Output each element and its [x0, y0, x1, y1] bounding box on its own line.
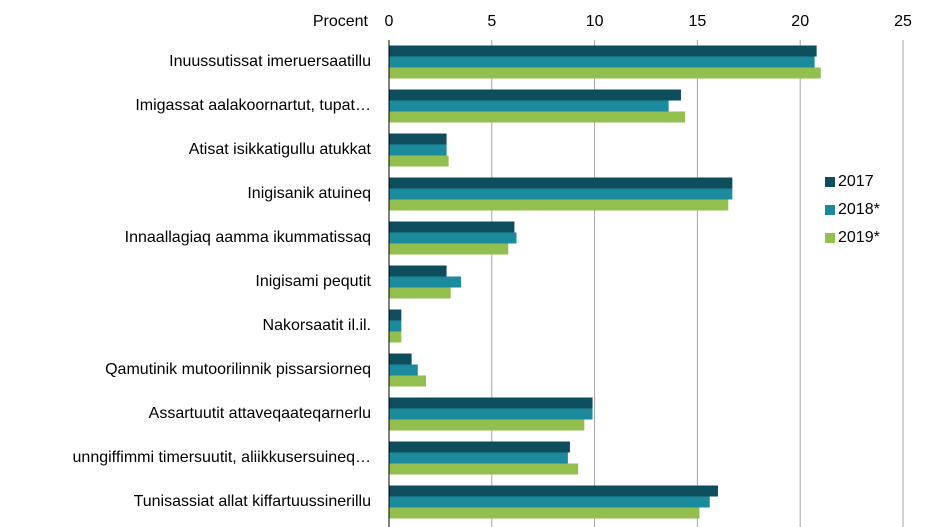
x-tick-label: 0 [385, 13, 394, 30]
legend-swatch [825, 233, 835, 243]
x-tick-label: 15 [689, 13, 707, 30]
bar [389, 353, 412, 365]
bar [389, 287, 451, 299]
bar [389, 320, 402, 332]
y-tick-label: Tunisassiat allat kiffartuussinerillu [134, 493, 371, 510]
bar [389, 375, 427, 387]
bar [389, 265, 447, 277]
bar [389, 89, 681, 101]
bar [389, 155, 449, 167]
bar [389, 276, 461, 288]
legend-swatch [825, 205, 835, 215]
bar [389, 144, 447, 156]
y-tick-label: Inigisami pequtit [255, 273, 371, 290]
y-tick-label: Inigisanik atuineq [247, 185, 371, 202]
bar [389, 111, 686, 123]
bar [389, 485, 718, 497]
bar [389, 45, 817, 57]
bar [389, 397, 593, 409]
bar [389, 100, 669, 112]
bar [389, 221, 515, 233]
legend-label: 2018* [838, 201, 880, 218]
bar [389, 441, 570, 453]
bar [389, 507, 700, 519]
y-tick-label: Atisat isikkatigullu atukkat [189, 141, 372, 158]
bar [389, 364, 418, 376]
bar [389, 188, 733, 200]
x-tick-label: 10 [586, 13, 604, 30]
legend-label: 2019* [838, 229, 880, 246]
y-tick-label: Inuussutissat imeruersaatillu [169, 53, 371, 70]
bar [389, 199, 729, 211]
bar [389, 408, 593, 420]
y-tick-label: Nakorsaatit il.il. [263, 317, 371, 334]
bar [389, 496, 710, 508]
bar [389, 177, 733, 189]
axis-label: Procent [313, 13, 369, 30]
bar [389, 67, 821, 79]
bar [389, 452, 568, 464]
bar [389, 243, 509, 255]
legend-label: 2017 [838, 173, 874, 190]
bar [389, 331, 402, 343]
x-tick-label: 5 [487, 13, 496, 30]
y-tick-label: unngiffimmi timersuutit, aliikkusersuine… [73, 449, 371, 466]
bar [389, 309, 402, 321]
y-tick-label: Assartuutit attaveqaateqarnerlu [149, 405, 371, 422]
x-tick-label: 20 [791, 13, 809, 30]
legend-swatch [825, 177, 835, 187]
y-tick-label: Qamutinik mutoorilinnik pissarsiorneq [105, 361, 371, 378]
bar [389, 133, 447, 145]
y-tick-label: Imigassat aalakoornartut, tupat… [135, 97, 371, 114]
bar [389, 419, 585, 431]
x-tick-label: 25 [894, 13, 912, 30]
y-tick-label: Innaallagiaq aamma ikummatissaq [125, 229, 371, 246]
bar [389, 463, 579, 475]
bar [389, 232, 517, 244]
bar [389, 56, 815, 68]
